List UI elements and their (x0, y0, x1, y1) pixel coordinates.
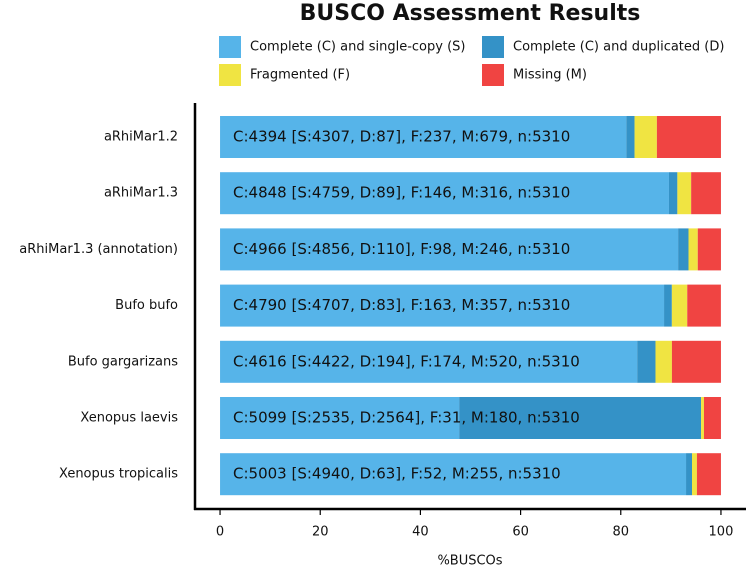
bar-label: C:5003 [S:4940, D:63], F:52, M:255, n:53… (233, 465, 561, 483)
bar-segment (220, 453, 687, 496)
bar-label: C:5099 [S:2535, D:2564], F:31, M:180, n:… (233, 409, 580, 427)
bar-segment (459, 397, 702, 439)
legend-swatch (482, 64, 504, 86)
bar-segment (668, 172, 678, 215)
bar-segment (220, 172, 669, 215)
bar-segment (688, 228, 698, 271)
legend-swatch (482, 36, 504, 58)
bar-segment (220, 340, 638, 383)
x-tick-label: 0 (216, 525, 224, 540)
y-tick-label: Bufo bufo (115, 298, 178, 313)
bar-segment (692, 453, 697, 496)
bar-segment (220, 228, 679, 271)
bar-segment (220, 116, 627, 158)
bar-segment (678, 228, 689, 271)
bar-segment (671, 340, 721, 383)
bar-segment (220, 397, 460, 439)
x-axis-label: %BUSCOs (437, 554, 502, 569)
bar-segment (686, 453, 693, 496)
bar-label: C:4966 [S:4856, D:110], F:98, M:246, n:5… (233, 240, 570, 258)
legend-label: Fragmented (F) (250, 68, 350, 83)
legend-label: Missing (M) (513, 68, 587, 83)
bar-segment (677, 172, 692, 215)
y-tick-label: Xenopus laevis (80, 411, 178, 426)
bar-segment (655, 340, 672, 383)
chart-title: BUSCO Assessment Results (300, 1, 641, 26)
bar-segment (671, 284, 688, 327)
bar-label: C:4616 [S:4422, D:194], F:174, M:520, n:… (233, 352, 580, 370)
bar-label: C:4848 [S:4759, D:89], F:146, M:316, n:5… (233, 184, 570, 202)
legend-swatch (219, 36, 241, 58)
bar-segment (634, 116, 657, 158)
bar-segment (697, 228, 721, 271)
x-tick-label: 60 (512, 525, 529, 540)
bar-segment (703, 397, 721, 439)
bar-segment (637, 340, 656, 383)
bar-segment (220, 284, 665, 327)
legend-swatch (219, 64, 241, 86)
y-tick-label: aRhiMar1.2 (104, 130, 178, 145)
bar-segment (701, 397, 704, 439)
legend-label: Complete (C) and single-copy (S) (250, 40, 465, 55)
y-tick-label: aRhiMar1.3 (104, 186, 178, 201)
bar-segment (626, 116, 635, 158)
bar-segment (687, 284, 721, 327)
x-tick-label: 20 (312, 525, 329, 540)
x-tick-label: 80 (612, 525, 629, 540)
bar-label: C:4394 [S:4307, D:87], F:237, M:679, n:5… (233, 128, 570, 146)
bar-segment (696, 453, 721, 496)
y-tick-label: Bufo gargarizans (68, 354, 178, 369)
x-tick-label: 40 (412, 525, 429, 540)
bar-segment (656, 116, 721, 158)
legend-label: Complete (C) and duplicated (D) (513, 40, 724, 55)
bar-segment (664, 284, 672, 327)
x-tick-label: 100 (709, 525, 734, 540)
bar-segment (691, 172, 721, 215)
y-tick-label: aRhiMar1.3 (annotation) (19, 242, 178, 257)
bar-label: C:4790 [S:4707, D:83], F:163, M:357, n:5… (233, 296, 570, 314)
y-tick-label: Xenopus tropicalis (59, 467, 178, 482)
